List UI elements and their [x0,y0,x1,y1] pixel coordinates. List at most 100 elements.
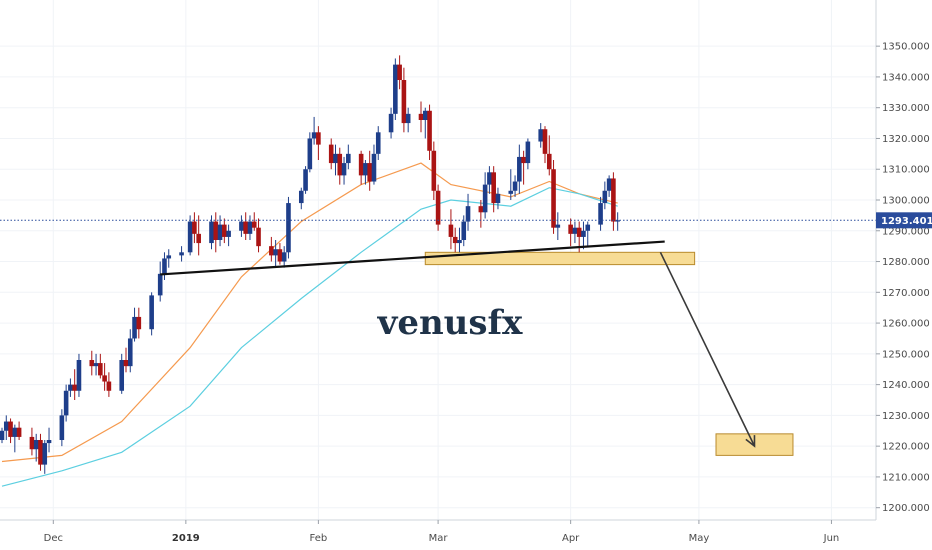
price-tick-label: 1200.000 [882,503,930,514]
candle [16,421,22,440]
candle-body [448,224,454,237]
candle-body [162,258,167,274]
candle [572,221,578,244]
candle [33,433,39,462]
candle [418,101,424,133]
candle [431,141,437,200]
candle [68,378,73,397]
candle [303,166,308,194]
price-tick-label: 1290.000 [882,226,930,237]
candle [226,224,231,247]
candle [606,175,612,197]
candle [239,215,244,237]
candle-body [209,221,214,244]
candle [93,353,99,376]
candle [136,307,142,339]
candle [581,221,586,250]
candle-body [581,230,586,237]
projection-arrow[interactable] [659,251,756,448]
candle-body [149,295,154,330]
candle-body [123,360,129,367]
candle-body [401,80,407,124]
candle [341,156,347,185]
current-price-badge [876,212,932,229]
candle [277,243,283,265]
candle [311,116,317,145]
candle-body [517,156,522,182]
candle [192,212,197,244]
candle-body [491,172,496,204]
candle [76,353,82,397]
candle-body [273,249,278,256]
candle-body [585,224,591,231]
candle [196,215,201,256]
candle [482,172,488,219]
candle-body [281,252,287,262]
candle-body [551,169,556,228]
candle [89,350,95,376]
candle-body [93,363,99,367]
price-axis[interactable]: 1350.000 1340.000 1330.000 1320.000 1310.000… [875,0,932,550]
support-trendline[interactable] [160,240,665,276]
candle-body [435,190,441,225]
candle-body [166,255,172,259]
candle-body [239,221,244,231]
candle-body [452,236,458,244]
candle-body [576,227,582,237]
price-tick-label: 1260.000 [882,319,930,330]
candle [615,212,620,231]
time-tick-label: May [689,533,710,544]
candle-body [606,178,612,191]
ma-line-cyan [1,187,618,487]
candle-body [277,249,283,262]
candle-body [568,224,573,234]
candle [269,236,274,262]
candle [521,150,526,185]
candle [166,249,172,268]
watermark-text: venusfx [377,303,524,343]
candle-body [42,443,48,465]
candle-body [217,224,223,240]
candle-body [495,193,501,204]
candle-body [555,224,561,228]
candle [598,196,603,231]
candle [401,67,407,133]
candle-body [602,190,608,204]
candle [243,212,249,240]
candle-body [59,415,65,440]
candle [422,107,428,139]
candle-body [341,163,347,176]
candle [346,144,351,170]
candle [363,160,368,185]
candle-body [157,273,163,296]
candle-body [187,221,193,253]
time-tick-label: Jun [823,533,840,544]
price-tick-label: 1270.000 [882,288,930,299]
candle-body [538,129,544,142]
candle [63,384,69,422]
candle-body [76,360,82,391]
price-tick-label: 1210.000 [882,472,930,483]
candle [106,372,112,397]
candle-body [298,190,304,204]
time-tick-label: Dec [44,533,63,544]
candle-body [457,240,462,244]
time-axis[interactable]: Dec 2019 Feb Mar Apr May Jun [0,519,932,550]
candle [602,181,608,210]
candle [487,166,492,194]
ma-line-orange [1,162,618,463]
candle-body [521,156,526,164]
price-tick-label: 1280.000 [882,257,930,268]
candle [525,138,531,170]
candle [611,172,616,231]
candle [38,433,43,471]
candle [427,104,432,160]
candle [127,329,133,373]
candle-body [375,132,381,154]
candle [256,218,261,253]
candle [555,212,561,240]
candle [222,218,227,244]
price-tick-label: 1250.000 [882,349,930,360]
candlesticks [0,55,620,474]
